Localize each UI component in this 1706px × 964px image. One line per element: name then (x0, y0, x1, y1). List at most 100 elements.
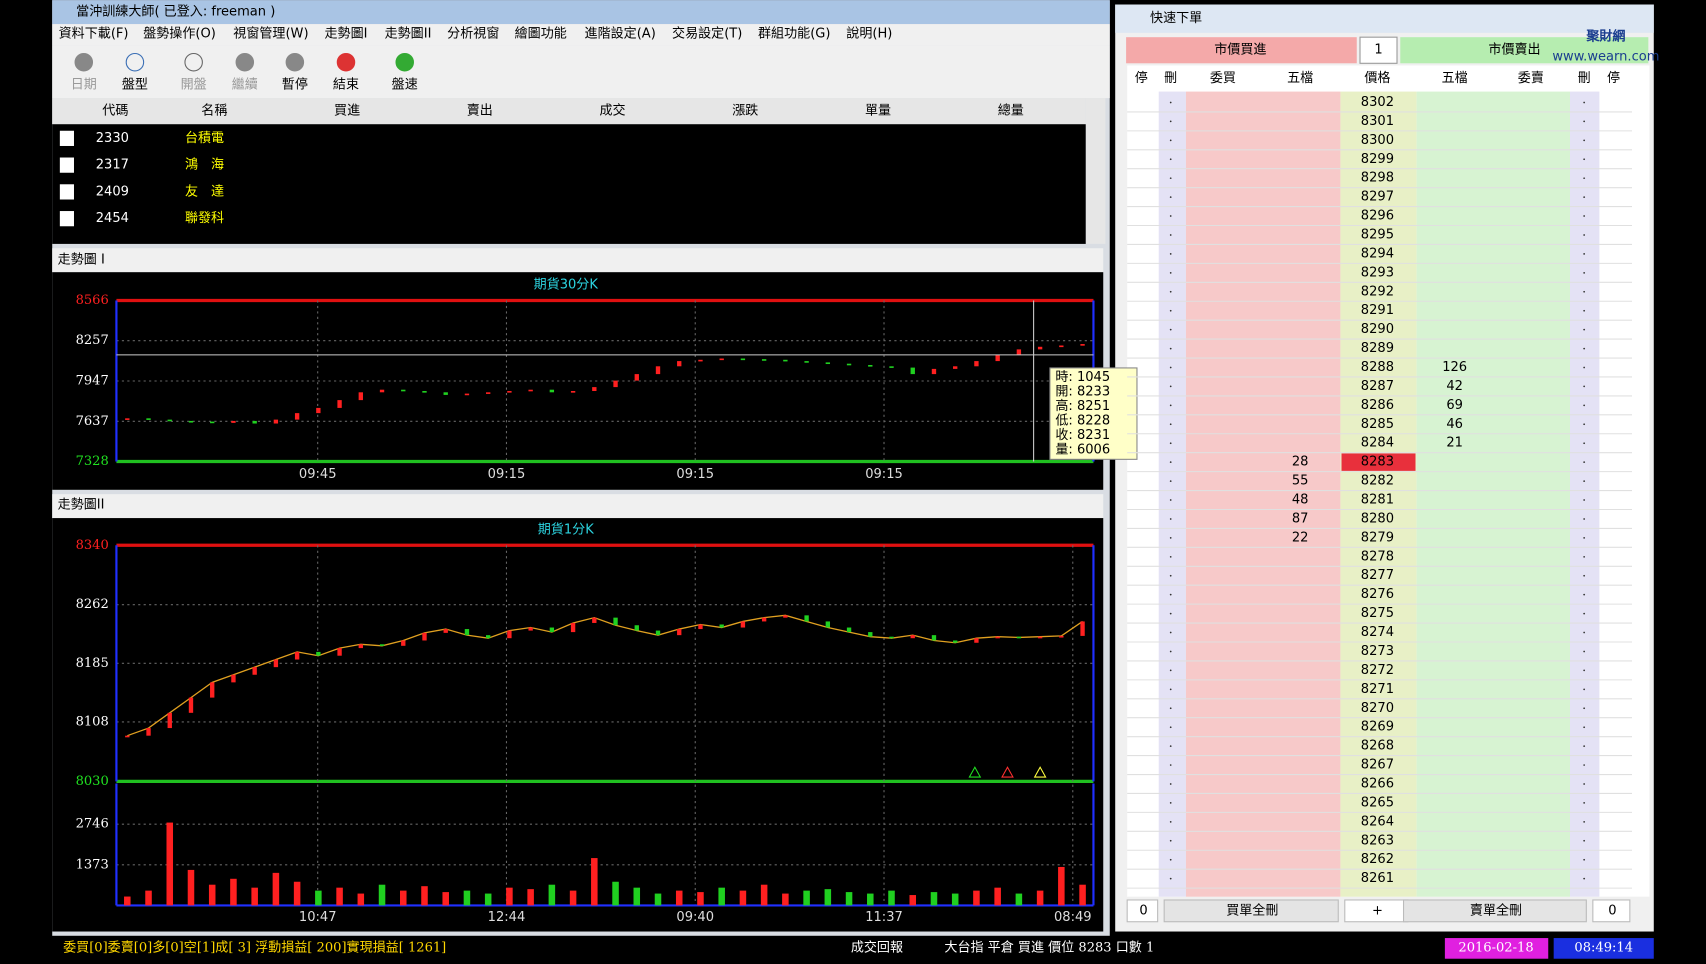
delete-dot[interactable] (1583, 385, 1586, 388)
price[interactable]: 8279 (1361, 530, 1394, 545)
delete-dot[interactable] (1583, 404, 1586, 407)
delete-dot[interactable] (1583, 802, 1586, 804)
delete-dot[interactable] (1583, 158, 1586, 161)
delete-dot[interactable] (1583, 518, 1586, 520)
delete-dot[interactable] (1169, 101, 1172, 104)
delete-dot[interactable] (1169, 820, 1172, 823)
row-checkbox[interactable] (59, 184, 74, 200)
delete-dot[interactable] (1169, 253, 1172, 255)
price[interactable]: 8298 (1361, 171, 1394, 186)
delete-dot[interactable] (1169, 518, 1172, 520)
delete-dot[interactable] (1169, 783, 1172, 785)
delete-dot[interactable] (1583, 764, 1586, 766)
delete-dot[interactable] (1583, 726, 1586, 729)
delete-dot[interactable] (1169, 139, 1172, 142)
price[interactable]: 8300 (1361, 133, 1394, 148)
menu-item[interactable]: 走勢圖I (324, 26, 367, 41)
price[interactable]: 8288 (1361, 360, 1394, 375)
delete-dot[interactable] (1169, 499, 1172, 501)
price[interactable]: 8268 (1361, 739, 1394, 754)
delete-dot[interactable] (1169, 234, 1172, 236)
delete-dot[interactable] (1583, 366, 1586, 369)
tool-button[interactable]: 盤速 (392, 78, 418, 93)
delete-dot[interactable] (1583, 537, 1586, 539)
delete-dot[interactable] (1583, 877, 1586, 880)
menu-item[interactable]: 資料下載(F) (59, 26, 129, 41)
delete-dot[interactable] (1583, 196, 1586, 198)
footer-cell[interactable] (1402, 899, 1587, 923)
price[interactable]: 8284 (1361, 436, 1394, 451)
delete-dot[interactable] (1583, 253, 1586, 255)
sell-button[interactable]: 市價賣出 (1488, 42, 1540, 58)
row-checkbox[interactable] (59, 130, 74, 146)
price[interactable]: 8294 (1361, 246, 1394, 261)
delete-dot[interactable] (1169, 271, 1172, 274)
row-checkbox[interactable] (59, 211, 74, 227)
tool-button[interactable]: 開盤 (181, 78, 207, 93)
price[interactable]: 8295 (1361, 227, 1394, 242)
delete-dot[interactable] (1583, 839, 1586, 842)
price[interactable]: 8262 (1361, 852, 1394, 867)
delete-dot[interactable] (1583, 593, 1586, 596)
footer-item[interactable]: 買單全刪 (1226, 902, 1278, 918)
price[interactable]: 8293 (1361, 265, 1394, 280)
price[interactable]: 8264 (1361, 814, 1394, 829)
menu-item[interactable]: 分析視窗 (447, 25, 499, 41)
price[interactable]: 8286 (1361, 398, 1394, 413)
price[interactable]: 8281 (1361, 493, 1394, 508)
tool-button[interactable]: 結束 (333, 78, 359, 93)
delete-dot[interactable] (1583, 177, 1586, 180)
delete-dot[interactable] (1169, 688, 1172, 691)
delete-dot[interactable] (1169, 669, 1172, 672)
price[interactable]: 8272 (1361, 663, 1394, 678)
price[interactable]: 8265 (1361, 795, 1394, 810)
price[interactable]: 8285 (1361, 417, 1394, 432)
delete-dot[interactable] (1169, 877, 1172, 880)
price[interactable]: 8292 (1361, 284, 1394, 299)
price[interactable]: 8275 (1361, 606, 1394, 621)
delete-dot[interactable] (1169, 631, 1172, 634)
delete-dot[interactable] (1169, 366, 1172, 369)
price[interactable]: 8297 (1361, 190, 1394, 205)
price[interactable]: 8301 (1361, 114, 1394, 129)
delete-dot[interactable] (1169, 802, 1172, 804)
delete-dot[interactable] (1169, 612, 1172, 615)
price[interactable]: 8299 (1361, 152, 1394, 167)
footer-cell[interactable] (1126, 899, 1159, 923)
footer-cell[interactable] (1592, 899, 1631, 923)
price[interactable]: 8277 (1361, 568, 1394, 583)
delete-dot[interactable] (1169, 158, 1172, 161)
price[interactable]: 8273 (1361, 644, 1394, 659)
buy-button-bg[interactable] (1126, 37, 1357, 64)
delete-dot[interactable] (1169, 858, 1172, 861)
delete-dot[interactable] (1583, 688, 1586, 691)
delete-dot[interactable] (1583, 347, 1586, 350)
delete-dot[interactable] (1169, 328, 1172, 331)
delete-dot[interactable] (1169, 215, 1172, 217)
delete-dot[interactable] (1583, 480, 1586, 482)
delete-dot[interactable] (1169, 385, 1172, 388)
delete-dot[interactable] (1583, 783, 1586, 785)
footer-item[interactable]: + (1372, 903, 1383, 918)
delete-dot[interactable] (1169, 593, 1172, 596)
delete-dot[interactable] (1583, 631, 1586, 634)
price[interactable]: 8276 (1361, 587, 1394, 602)
delete-dot[interactable] (1169, 404, 1172, 407)
delete-dot[interactable] (1583, 499, 1586, 501)
delete-dot[interactable] (1169, 537, 1172, 539)
menu-item[interactable]: 群組功能(G) (758, 26, 830, 41)
delete-dot[interactable] (1583, 328, 1586, 331)
delete-dot[interactable] (1169, 574, 1172, 577)
footer-item[interactable]: 賣單全刪 (1470, 902, 1522, 918)
scrollbar[interactable] (1085, 98, 1106, 244)
menu-item[interactable]: 繪圖功能 (515, 25, 567, 41)
price[interactable]: 8290 (1361, 322, 1394, 337)
price[interactable]: 8267 (1361, 758, 1394, 773)
delete-dot[interactable] (1583, 290, 1586, 293)
delete-dot[interactable] (1169, 290, 1172, 293)
delete-dot[interactable] (1583, 820, 1586, 823)
footer-item[interactable]: 0 (1139, 903, 1147, 918)
qty-input[interactable] (1359, 36, 1398, 64)
delete-dot[interactable] (1583, 669, 1586, 672)
delete-dot[interactable] (1169, 707, 1172, 710)
